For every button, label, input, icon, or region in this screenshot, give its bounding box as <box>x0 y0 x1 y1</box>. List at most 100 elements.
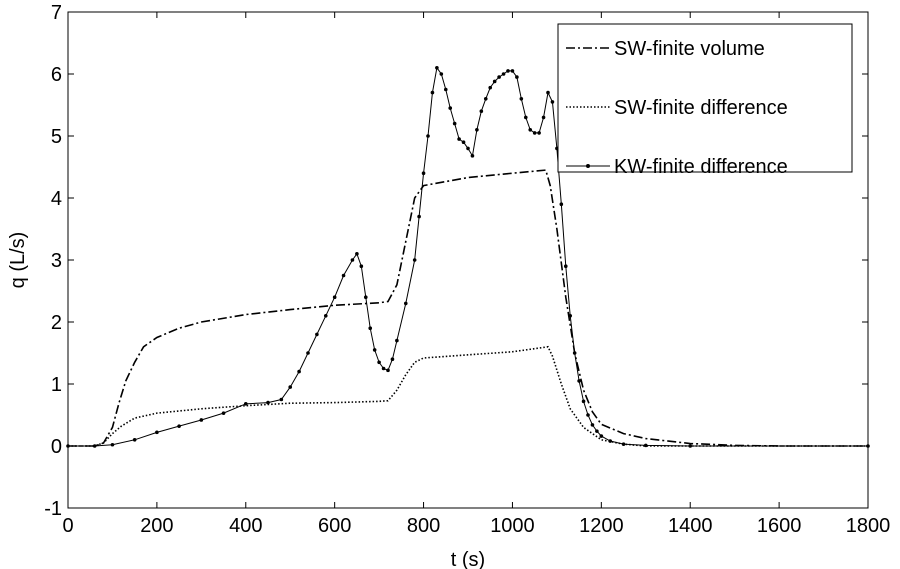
series-point <box>483 97 488 101</box>
series-point <box>643 443 648 448</box>
series-point <box>381 366 386 371</box>
x-tick-label: 200 <box>140 515 173 537</box>
series-point <box>595 429 599 433</box>
series-point <box>279 397 284 402</box>
series-point <box>532 131 537 135</box>
series-point <box>221 411 226 415</box>
series-point <box>621 442 626 446</box>
series-line-2 <box>68 66 868 447</box>
y-tick-label: -1 <box>44 498 62 520</box>
series-point <box>421 171 426 175</box>
series-point <box>550 100 555 104</box>
legend-label-0: SW-finite volume <box>614 38 765 60</box>
series-point <box>501 72 506 76</box>
x-tick-label: 1200 <box>579 515 624 537</box>
x-axis-title: t (s) <box>451 549 485 569</box>
series-point <box>475 128 479 132</box>
series-point <box>452 121 457 126</box>
legend-marker <box>586 164 590 168</box>
y-tick-label: 5 <box>51 126 62 148</box>
x-tick-label: 800 <box>407 515 440 537</box>
series-point <box>315 332 319 337</box>
series-point <box>563 264 568 269</box>
series-point <box>412 258 417 262</box>
series-point <box>417 214 421 219</box>
series-line-0 <box>68 169 868 447</box>
legend-label-1: SW-finite difference <box>614 97 788 119</box>
series-point <box>92 444 97 448</box>
series-point <box>386 368 390 373</box>
series-point <box>457 137 461 141</box>
series-point <box>546 90 550 95</box>
series-point <box>439 72 444 76</box>
series-point <box>688 444 693 448</box>
series-point <box>110 442 115 447</box>
x-tick-label: 400 <box>229 515 262 537</box>
series-point <box>488 85 493 90</box>
y-tick-label: 7 <box>51 2 62 24</box>
series-point <box>288 385 293 389</box>
x-tick-label: 1400 <box>668 515 713 537</box>
series-point <box>577 379 581 383</box>
series-point <box>528 128 533 132</box>
series-point <box>608 439 613 443</box>
y-axis-title: q (L/s) <box>7 232 29 289</box>
series-point <box>568 314 573 318</box>
series-point <box>372 348 377 352</box>
legend: SW-finite volume SW-finite difference KW-f… <box>557 23 853 178</box>
y-tick-label: 2 <box>51 312 62 334</box>
series-point <box>523 115 528 120</box>
series-point <box>443 87 448 92</box>
series-point <box>359 264 364 269</box>
series-point <box>199 418 204 422</box>
series-point <box>497 75 501 79</box>
x-tick-label: 1600 <box>757 515 802 537</box>
series-point <box>430 90 435 95</box>
series-point <box>332 295 337 300</box>
y-tick-label: 0 <box>51 436 62 458</box>
series-point <box>506 69 510 73</box>
x-tick-label: 1000 <box>490 515 535 537</box>
legend-label-2: KW-finite difference <box>614 156 788 178</box>
series-point <box>243 402 248 406</box>
series-point <box>155 430 159 435</box>
y-tick-label: 6 <box>51 64 62 86</box>
series-point <box>266 400 270 405</box>
series-point <box>297 369 301 374</box>
y-tick-label: 3 <box>51 250 62 272</box>
series-point <box>350 258 355 262</box>
x-tick-label: 600 <box>318 515 351 537</box>
series-point <box>537 131 541 135</box>
series-point <box>590 423 595 427</box>
y-tick-label: 1 <box>51 374 62 396</box>
series-point <box>559 202 564 206</box>
series-point <box>395 338 399 343</box>
series-point <box>581 399 586 404</box>
series-point <box>355 252 359 256</box>
series-point <box>541 115 546 120</box>
series-point <box>323 314 328 318</box>
series-point <box>435 66 439 70</box>
series-point <box>377 360 381 365</box>
series-point <box>461 140 466 144</box>
series-point <box>519 97 524 101</box>
series-point <box>177 424 181 428</box>
series-layer <box>66 66 870 448</box>
ticks-layer: 0 200 400 600 800 1000 1200 1400 1600 1800-101234… <box>44 2 890 537</box>
series-point <box>448 106 453 110</box>
y-tick-label: 4 <box>51 188 62 210</box>
series-point <box>470 154 475 158</box>
series-point <box>466 146 470 151</box>
series-point <box>341 273 346 278</box>
series-point <box>390 357 395 362</box>
series-point <box>403 301 408 306</box>
series-point <box>479 109 484 113</box>
series-point <box>363 295 368 300</box>
series-point <box>426 134 430 138</box>
series-point <box>515 75 519 79</box>
x-tick-label: 1800 <box>846 515 891 537</box>
series-point <box>510 69 515 73</box>
series-point <box>132 438 137 442</box>
series-point <box>306 351 310 355</box>
